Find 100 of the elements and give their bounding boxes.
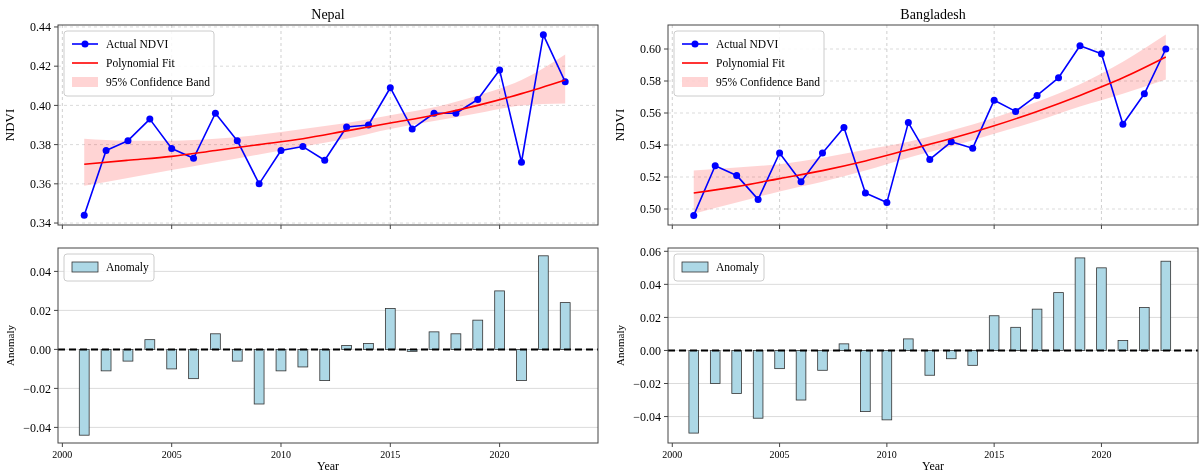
point (1162, 45, 1170, 53)
y-tick-label: 0.50 (640, 202, 661, 217)
y-tick-label: 0.00 (640, 343, 661, 358)
bar (774, 350, 785, 370)
point (299, 143, 307, 151)
bar (297, 349, 309, 368)
bar (795, 350, 807, 401)
point (255, 180, 263, 188)
point (861, 189, 869, 197)
bar (516, 349, 527, 381)
annotation: 95% Confidence Band (106, 76, 211, 89)
y-tick-label: 0.02 (30, 303, 51, 318)
point (1097, 50, 1105, 58)
bar (384, 308, 396, 350)
bar (924, 350, 936, 376)
bar (752, 350, 764, 419)
point (1140, 90, 1148, 98)
bar (881, 350, 893, 421)
x-axis-title: Year (921, 459, 945, 473)
legend-label: Anomaly (716, 261, 760, 275)
y-tick-label: 0.38 (30, 137, 51, 152)
y-tick-label: 0.44 (30, 20, 51, 35)
point (776, 149, 784, 157)
bar (428, 331, 440, 350)
y-tick-label: 0.54 (640, 138, 661, 153)
point (883, 199, 891, 207)
point (146, 115, 154, 123)
y-tick-label: −0.04 (633, 409, 661, 424)
x-tick-label: 2000 (662, 449, 683, 460)
x-axis-title: Year (316, 459, 340, 473)
bar (946, 350, 957, 360)
bar (688, 350, 699, 434)
bar (731, 350, 742, 394)
point (321, 156, 329, 164)
point (539, 31, 547, 39)
point (517, 158, 525, 166)
point (733, 171, 741, 179)
x-tick-label: 2010 (271, 449, 291, 460)
y-tick-label: 0.00 (30, 342, 51, 357)
line-series (692, 56, 1167, 194)
point (277, 146, 285, 154)
x-tick-label: 2020 (1091, 449, 1112, 460)
y-axis-title: NDVI (612, 108, 627, 142)
bar (538, 255, 549, 350)
y-tick-label: 0.34 (30, 216, 51, 231)
bar (967, 350, 978, 366)
point (690, 211, 698, 219)
bar (1010, 326, 1021, 351)
legend-label: Actual NDVI (106, 38, 169, 51)
point (102, 146, 110, 154)
bar (319, 349, 331, 381)
y-tick-label: 0.04 (640, 277, 661, 292)
point (1012, 107, 1020, 115)
point (343, 123, 351, 131)
bar (988, 315, 1000, 351)
y-tick-label: 0.40 (30, 98, 51, 113)
point (1119, 120, 1127, 128)
point (969, 144, 977, 152)
point (80, 211, 88, 219)
point (496, 66, 504, 74)
bar (210, 333, 221, 350)
x-tick-label: 2015 (984, 449, 1005, 460)
chart-title: Bangladesh (900, 7, 966, 22)
point (904, 119, 912, 127)
bar (709, 350, 721, 384)
bar (275, 349, 287, 372)
point (474, 96, 482, 104)
y-tick-label: 0.36 (30, 177, 51, 192)
point (818, 149, 826, 157)
legend-label: Anomaly (106, 261, 150, 275)
y-tick-label: 0.04 (30, 264, 51, 279)
point (1055, 74, 1063, 82)
y-tick-label: −0.02 (633, 376, 661, 391)
y-tick-label: 0.06 (640, 244, 661, 259)
y-tick-label: −0.04 (23, 420, 51, 435)
y-tick-label: 0.02 (640, 310, 661, 325)
point (1076, 42, 1084, 50)
y-axis-title: Anomaly (614, 324, 626, 366)
legend-label: Polynomial Fit (106, 57, 176, 71)
annotation: 95% Confidence Band (716, 76, 821, 89)
x-tick-label: 2005 (161, 449, 182, 460)
point (233, 137, 241, 145)
bar (1139, 307, 1150, 351)
point (1033, 91, 1041, 99)
bar (1074, 257, 1086, 351)
y-tick-label: 0.60 (640, 42, 661, 57)
x-tick-label: 2015 (380, 449, 401, 460)
x-tick-label: 2010 (876, 449, 897, 460)
bar (166, 349, 177, 370)
bar (78, 349, 90, 436)
y-axis-title: Anomaly (4, 324, 16, 366)
legend-label: Polynomial Fit (716, 57, 786, 71)
y-tick-label: 0.56 (640, 106, 661, 121)
bar (1160, 260, 1172, 351)
point (754, 195, 762, 203)
bar (122, 349, 134, 362)
y-tick-label: 0.52 (640, 170, 661, 185)
chart-title: Nepal (311, 7, 345, 22)
bar (494, 290, 505, 350)
bar (144, 339, 156, 350)
